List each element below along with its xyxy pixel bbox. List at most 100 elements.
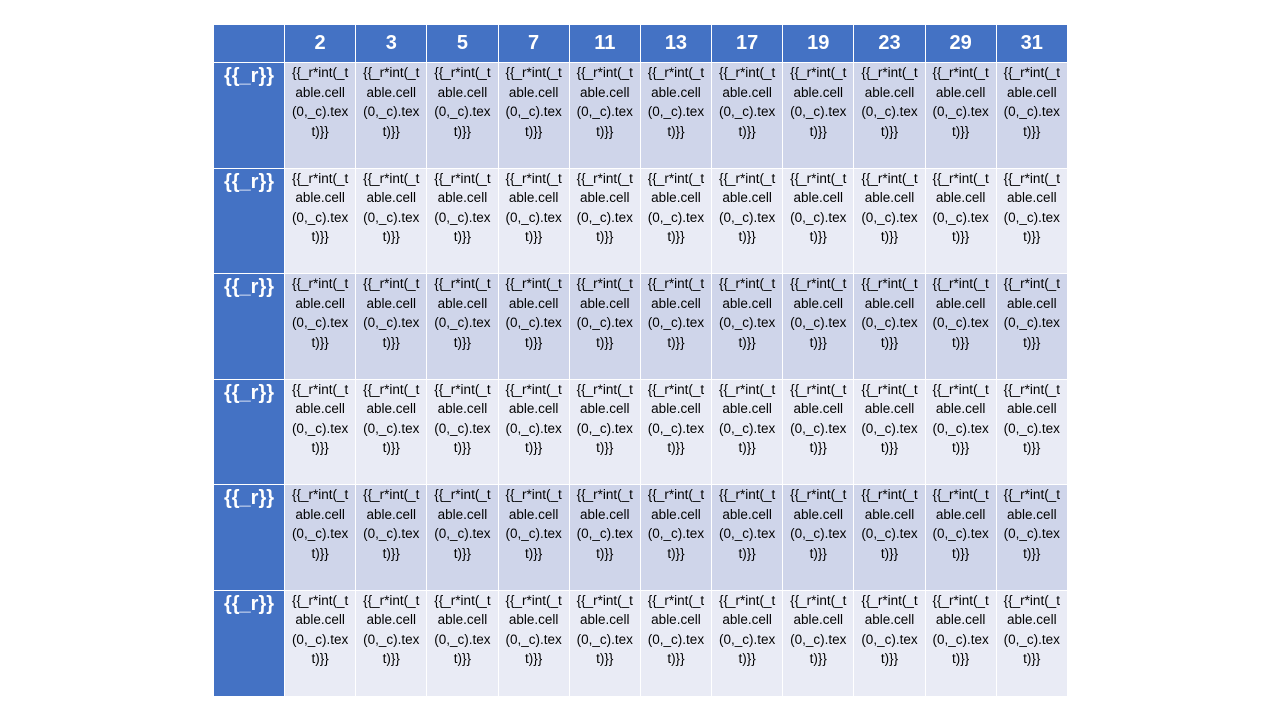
row-header: {{_r}}	[213, 589, 285, 697]
table-cell: {{_r*int(_table.cell(0,_c).text)}}	[355, 589, 428, 697]
cell-text: {{_r*int(_table.cell(0,_c).text)}}	[647, 592, 705, 667]
table-cell: {{_r*int(_table.cell(0,_c).text)}}	[995, 589, 1068, 697]
cell-text: {{_r*int(_table.cell(0,_c).text)}}	[434, 276, 491, 350]
cell-text: {{_r*int(_table.cell(0,_c).text)}}	[576, 170, 633, 245]
cell-text: {{_r*int(_table.cell(0,_c).text)}}	[932, 170, 989, 245]
row-header: {{_r}}	[213, 378, 285, 486]
table-cell: {{_r*int(_table.cell(0,_c).text)}}	[283, 167, 357, 275]
cell-text: {{_r*int(_table.cell(0,_c).text)}}	[434, 487, 491, 561]
table-cell: {{_r*int(_table.cell(0,_c).text)}}	[355, 62, 428, 169]
row-header: {{_r}}	[213, 62, 285, 169]
cell-text: {{_r*int(_table.cell(0,_c).text)}}	[1003, 276, 1060, 350]
table-cell: {{_r*int(_table.cell(0,_c).text)}}	[853, 273, 926, 380]
cell-text: {{_r*int(_table.cell(0,_c).text)}}	[505, 170, 562, 245]
cell-text: {{_r*int(_table.cell(0,_c).text)}}	[505, 276, 562, 350]
table-cell: {{_r*int(_table.cell(0,_c).text)}}	[283, 62, 357, 169]
table-cell: {{_r*int(_table.cell(0,_c).text)}}	[924, 62, 997, 169]
table-cell: {{_r*int(_table.cell(0,_c).text)}}	[853, 62, 926, 169]
cell-text: {{_r*int(_table.cell(0,_c).text)}}	[647, 65, 705, 139]
cell-text: {{_r*int(_table.cell(0,_c).text)}}	[790, 170, 847, 245]
table-cell: {{_r*int(_table.cell(0,_c).text)}}	[497, 378, 570, 486]
table-cell: {{_r*int(_table.cell(0,_c).text)}}	[355, 273, 428, 380]
cell-text: {{_r*int(_table.cell(0,_c).text)}}	[363, 487, 420, 561]
table-cell: {{_r*int(_table.cell(0,_c).text)}}	[426, 62, 499, 169]
table-cell: {{_r*int(_table.cell(0,_c).text)}}	[782, 273, 855, 380]
table-cell: {{_r*int(_table.cell(0,_c).text)}}	[782, 62, 855, 169]
cell-text: {{_r*int(_table.cell(0,_c).text)}}	[291, 592, 349, 667]
cell-text: {{_r*int(_table.cell(0,_c).text)}}	[718, 592, 776, 667]
cell-text: {{_r*int(_table.cell(0,_c).text)}}	[718, 381, 776, 456]
table-row: {{_r}} {{_r*int(_table.cell(0,_c).text)}}…	[213, 589, 1068, 697]
table-cell: {{_r*int(_table.cell(0,_c).text)}}	[568, 62, 641, 169]
cell-text: {{_r*int(_table.cell(0,_c).text)}}	[505, 65, 562, 139]
table-cell: {{_r*int(_table.cell(0,_c).text)}}	[497, 167, 570, 275]
table-row: {{_r}} {{_r*int(_table.cell(0,_c).text)}}…	[213, 167, 1068, 275]
cell-text: {{_r*int(_table.cell(0,_c).text)}}	[1003, 381, 1060, 456]
cell-text: {{_r*int(_table.cell(0,_c).text)}}	[576, 592, 633, 667]
cell-text: {{_r*int(_table.cell(0,_c).text)}}	[505, 381, 562, 456]
table-cell: {{_r*int(_table.cell(0,_c).text)}}	[283, 378, 357, 486]
table-cell: {{_r*int(_table.cell(0,_c).text)}}	[853, 167, 926, 275]
cell-text: {{_r*int(_table.cell(0,_c).text)}}	[576, 65, 633, 139]
cell-text: {{_r*int(_table.cell(0,_c).text)}}	[434, 592, 491, 667]
table-cell: {{_r*int(_table.cell(0,_c).text)}}	[497, 273, 570, 380]
prime-multiples-table: 2 3 5 7 11 13 17 19 23 29 31 {{_r}} {{_r*…	[213, 24, 1068, 697]
cell-text: {{_r*int(_table.cell(0,_c).text)}}	[718, 170, 776, 245]
table-cell: {{_r*int(_table.cell(0,_c).text)}}	[924, 167, 997, 275]
table-cell: {{_r*int(_table.cell(0,_c).text)}}	[355, 484, 428, 591]
table-cell: {{_r*int(_table.cell(0,_c).text)}}	[568, 378, 641, 486]
table-cell: {{_r*int(_table.cell(0,_c).text)}}	[639, 484, 713, 591]
table-cell: {{_r*int(_table.cell(0,_c).text)}}	[782, 484, 855, 591]
row-header: {{_r}}	[213, 484, 285, 591]
table-cell: {{_r*int(_table.cell(0,_c).text)}}	[782, 589, 855, 697]
cell-text: {{_r*int(_table.cell(0,_c).text)}}	[647, 487, 705, 561]
column-header: 17	[711, 24, 784, 63]
table-cell: {{_r*int(_table.cell(0,_c).text)}}	[639, 273, 713, 380]
cell-text: {{_r*int(_table.cell(0,_c).text)}}	[790, 592, 847, 667]
table-cell: {{_r*int(_table.cell(0,_c).text)}}	[426, 273, 499, 380]
column-header: 2	[283, 24, 357, 63]
cell-text: {{_r*int(_table.cell(0,_c).text)}}	[505, 487, 562, 561]
table-cell: {{_r*int(_table.cell(0,_c).text)}}	[853, 589, 926, 697]
table-body: {{_r}} {{_r*int(_table.cell(0,_c).text)}}…	[213, 62, 1068, 697]
table-cell: {{_r*int(_table.cell(0,_c).text)}}	[995, 62, 1068, 169]
table-cell: {{_r*int(_table.cell(0,_c).text)}}	[639, 589, 713, 697]
table-cell: {{_r*int(_table.cell(0,_c).text)}}	[639, 62, 713, 169]
cell-text: {{_r*int(_table.cell(0,_c).text)}}	[434, 170, 491, 245]
table-cell: {{_r*int(_table.cell(0,_c).text)}}	[639, 167, 713, 275]
table-row: {{_r}} {{_r*int(_table.cell(0,_c).text)}}…	[213, 484, 1068, 591]
table-row: {{_r}} {{_r*int(_table.cell(0,_c).text)}}…	[213, 62, 1068, 169]
cell-text: {{_r*int(_table.cell(0,_c).text)}}	[434, 381, 491, 456]
column-header: 5	[426, 24, 499, 63]
table-cell: {{_r*int(_table.cell(0,_c).text)}}	[497, 62, 570, 169]
table-cell: {{_r*int(_table.cell(0,_c).text)}}	[995, 484, 1068, 591]
cell-text: {{_r*int(_table.cell(0,_c).text)}}	[1003, 592, 1060, 667]
cell-text: {{_r*int(_table.cell(0,_c).text)}}	[647, 381, 705, 456]
cell-text: {{_r*int(_table.cell(0,_c).text)}}	[790, 487, 847, 561]
table-cell: {{_r*int(_table.cell(0,_c).text)}}	[711, 62, 784, 169]
cell-text: {{_r*int(_table.cell(0,_c).text)}}	[647, 276, 705, 350]
cell-text: {{_r*int(_table.cell(0,_c).text)}}	[861, 65, 918, 139]
table-cell: {{_r*int(_table.cell(0,_c).text)}}	[711, 167, 784, 275]
column-header: 29	[924, 24, 997, 63]
table-cell: {{_r*int(_table.cell(0,_c).text)}}	[568, 167, 641, 275]
table-cell: {{_r*int(_table.cell(0,_c).text)}}	[711, 484, 784, 591]
cell-text: {{_r*int(_table.cell(0,_c).text)}}	[434, 65, 491, 139]
column-header: 3	[355, 24, 428, 63]
cell-text: {{_r*int(_table.cell(0,_c).text)}}	[505, 592, 562, 667]
table-cell: {{_r*int(_table.cell(0,_c).text)}}	[711, 589, 784, 697]
cell-text: {{_r*int(_table.cell(0,_c).text)}}	[861, 381, 918, 456]
cell-text: {{_r*int(_table.cell(0,_c).text)}}	[1003, 65, 1060, 139]
table-cell: {{_r*int(_table.cell(0,_c).text)}}	[497, 589, 570, 697]
table-cell: {{_r*int(_table.cell(0,_c).text)}}	[568, 484, 641, 591]
table-cell: {{_r*int(_table.cell(0,_c).text)}}	[995, 273, 1068, 380]
cell-text: {{_r*int(_table.cell(0,_c).text)}}	[718, 276, 776, 350]
cell-text: {{_r*int(_table.cell(0,_c).text)}}	[790, 65, 847, 139]
cell-text: {{_r*int(_table.cell(0,_c).text)}}	[932, 381, 989, 456]
cell-text: {{_r*int(_table.cell(0,_c).text)}}	[932, 592, 989, 667]
table-cell: {{_r*int(_table.cell(0,_c).text)}}	[355, 167, 428, 275]
cell-text: {{_r*int(_table.cell(0,_c).text)}}	[291, 170, 349, 245]
table-cell: {{_r*int(_table.cell(0,_c).text)}}	[426, 484, 499, 591]
cell-text: {{_r*int(_table.cell(0,_c).text)}}	[861, 487, 918, 561]
